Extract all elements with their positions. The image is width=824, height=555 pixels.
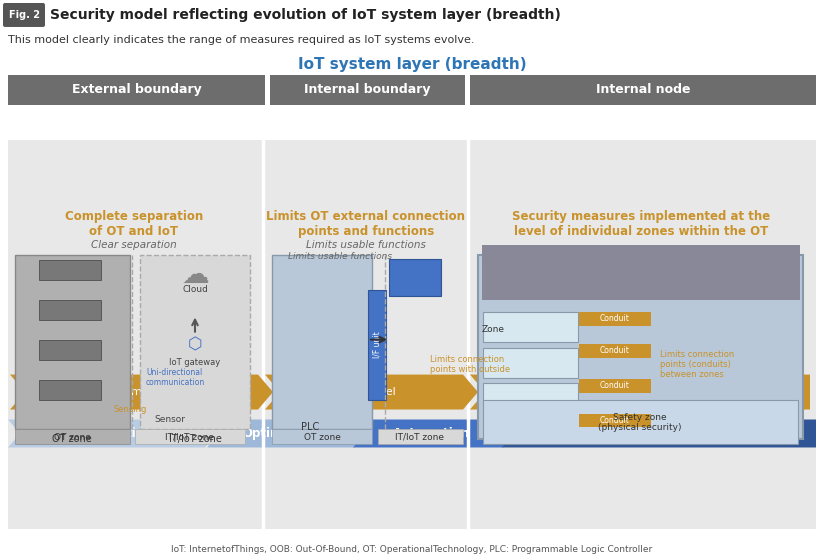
Text: Limits connection
points with outside: Limits connection points with outside bbox=[430, 355, 510, 374]
Text: Clear separation: Clear separation bbox=[91, 240, 177, 250]
FancyBboxPatch shape bbox=[39, 260, 101, 280]
Text: Internal boundary: Internal boundary bbox=[304, 83, 431, 97]
Text: Autonomy: Autonomy bbox=[630, 427, 696, 440]
Polygon shape bbox=[353, 420, 515, 447]
Text: IT/IoT zone: IT/IoT zone bbox=[166, 433, 214, 442]
FancyBboxPatch shape bbox=[270, 75, 465, 105]
Text: ⬡: ⬡ bbox=[188, 336, 202, 354]
Text: Zone: Zone bbox=[482, 325, 505, 334]
Text: OT zone: OT zone bbox=[52, 435, 91, 445]
FancyBboxPatch shape bbox=[272, 255, 372, 430]
Text: Visualization: Visualization bbox=[68, 427, 153, 440]
Text: TOUCH: TOUCH bbox=[288, 383, 359, 401]
Text: IoT gateway: IoT gateway bbox=[390, 278, 441, 287]
Text: Limits OT external connection
points and functions: Limits OT external connection points and… bbox=[266, 210, 466, 238]
Polygon shape bbox=[207, 420, 366, 447]
FancyBboxPatch shape bbox=[579, 312, 651, 326]
Text: ☁: ☁ bbox=[181, 261, 208, 289]
Text: Complete separation
of OT and IoT: Complete separation of OT and IoT bbox=[65, 210, 204, 238]
FancyBboxPatch shape bbox=[483, 382, 578, 412]
Text: Optimization: Optimization bbox=[242, 427, 327, 440]
FancyBboxPatch shape bbox=[483, 400, 798, 445]
FancyBboxPatch shape bbox=[8, 75, 265, 105]
Text: OT zone: OT zone bbox=[303, 433, 340, 442]
FancyBboxPatch shape bbox=[15, 255, 130, 430]
Text: Sensing: Sensing bbox=[114, 405, 147, 414]
FancyBboxPatch shape bbox=[470, 75, 816, 105]
FancyBboxPatch shape bbox=[140, 255, 250, 430]
Text: Cloud: Cloud bbox=[182, 285, 208, 294]
FancyBboxPatch shape bbox=[378, 430, 463, 445]
Text: Conduit: Conduit bbox=[600, 346, 630, 355]
Text: Safety zone
(physical security): Safety zone (physical security) bbox=[598, 413, 681, 432]
Text: OOB: OOB bbox=[85, 383, 129, 401]
Text: IT/IoT zone: IT/IoT zone bbox=[396, 433, 444, 442]
Polygon shape bbox=[265, 375, 478, 410]
FancyBboxPatch shape bbox=[483, 347, 578, 377]
FancyBboxPatch shape bbox=[3, 3, 45, 27]
Text: Sensor: Sensor bbox=[154, 415, 185, 424]
Text: model: model bbox=[131, 387, 166, 397]
Text: IoT system layer (breadth): IoT system layer (breadth) bbox=[297, 57, 527, 72]
Text: Limits usable functions: Limits usable functions bbox=[288, 252, 392, 261]
Text: Automation: Automation bbox=[393, 427, 471, 440]
FancyBboxPatch shape bbox=[482, 245, 800, 300]
Text: Security measures implemented at the
level of individual zones within the OT: Security measures implemented at the lev… bbox=[512, 210, 770, 238]
Text: Conduit: Conduit bbox=[600, 381, 630, 390]
Text: External boundary: External boundary bbox=[72, 83, 201, 97]
Text: Fig. 2: Fig. 2 bbox=[8, 10, 40, 20]
Text: INLINE: INLINE bbox=[553, 383, 620, 401]
FancyBboxPatch shape bbox=[39, 340, 101, 360]
Text: Conduit: Conduit bbox=[600, 416, 630, 425]
Text: Limits connection
points (conduits)
between zones: Limits connection points (conduits) betw… bbox=[660, 350, 734, 380]
FancyBboxPatch shape bbox=[135, 430, 245, 445]
Text: model: model bbox=[623, 387, 658, 397]
Polygon shape bbox=[8, 420, 217, 447]
FancyBboxPatch shape bbox=[478, 255, 803, 440]
Polygon shape bbox=[470, 375, 810, 410]
FancyBboxPatch shape bbox=[579, 344, 651, 357]
Text: Conduit: Conduit bbox=[600, 314, 630, 323]
Text: I/F unit: I/F unit bbox=[372, 331, 382, 358]
Text: IoT gateway: IoT gateway bbox=[170, 357, 221, 367]
Text: model: model bbox=[361, 387, 396, 397]
Text: IT/IoT zone: IT/IoT zone bbox=[169, 435, 222, 445]
Polygon shape bbox=[502, 420, 816, 447]
FancyBboxPatch shape bbox=[579, 379, 651, 392]
Text: Limits usable functions: Limits usable functions bbox=[306, 240, 426, 250]
Text: PLC: PLC bbox=[301, 421, 319, 431]
FancyBboxPatch shape bbox=[39, 300, 101, 320]
Text: This model clearly indicates the range of measures required as IoT systems evolv: This model clearly indicates the range o… bbox=[8, 35, 475, 45]
FancyBboxPatch shape bbox=[389, 259, 441, 296]
FancyBboxPatch shape bbox=[368, 290, 386, 400]
Text: OT zone: OT zone bbox=[54, 433, 91, 442]
FancyBboxPatch shape bbox=[15, 430, 130, 445]
FancyBboxPatch shape bbox=[272, 430, 372, 445]
FancyBboxPatch shape bbox=[8, 140, 816, 529]
Text: Uni-directional
communication: Uni-directional communication bbox=[145, 368, 204, 387]
Text: Security model reflecting evolution of IoT system layer (breadth): Security model reflecting evolution of I… bbox=[50, 8, 561, 22]
Text: Internal node: Internal node bbox=[596, 83, 691, 97]
Polygon shape bbox=[10, 375, 273, 410]
Text: IoT: InternetofThings, OOB: Out-Of-Bound, OT: OperationalTechnology, PLC: Progra: IoT: InternetofThings, OOB: Out-Of-Bound… bbox=[171, 545, 653, 554]
FancyBboxPatch shape bbox=[579, 413, 651, 427]
FancyBboxPatch shape bbox=[483, 312, 578, 341]
FancyBboxPatch shape bbox=[39, 380, 101, 400]
